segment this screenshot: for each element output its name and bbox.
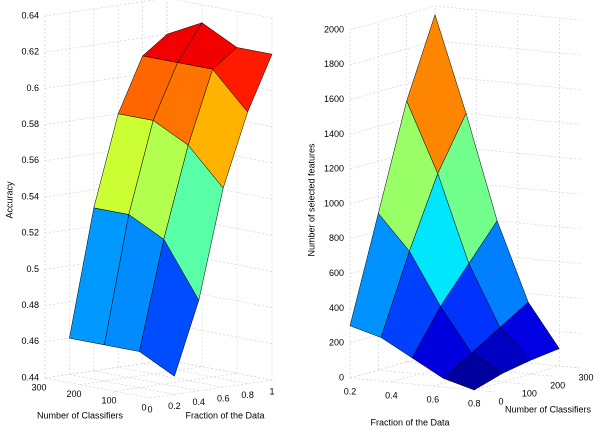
z-tick-label: 0.58 xyxy=(21,119,39,129)
y-axis-label: Number of Classifiers xyxy=(37,410,124,420)
grid-line xyxy=(44,106,168,125)
x-tick-label: 0 xyxy=(147,404,152,414)
y-tick-label: 200 xyxy=(550,380,565,390)
z-tick-label: 1800 xyxy=(324,59,344,69)
z-tick-label: 1600 xyxy=(324,94,344,104)
grid-line xyxy=(69,374,175,395)
x-axis-label: Fraction of the Data xyxy=(370,417,449,427)
z-tick-label: 200 xyxy=(329,338,344,348)
y-axis-label: Number of Classifiers xyxy=(505,404,592,414)
y-tick-label: 300 xyxy=(31,382,46,392)
y-tick-label: 300 xyxy=(578,372,593,382)
z-tick-label: 0.48 xyxy=(21,300,39,310)
x-tick-label: 0.4 xyxy=(193,397,206,407)
grid-line xyxy=(349,377,496,393)
z-axis-label: Accuracy xyxy=(4,181,14,219)
x-tick-label: 0.2 xyxy=(344,386,357,396)
z-tick-label: 0.54 xyxy=(21,191,39,201)
x-tick-label: 0.2 xyxy=(168,401,181,411)
x-tick-label: 0.6 xyxy=(217,394,230,404)
surface-patch xyxy=(139,238,200,377)
grid-line xyxy=(93,370,199,392)
grid-line xyxy=(79,366,203,385)
z-axis-label: Number of selected features xyxy=(306,143,316,257)
grid-line xyxy=(142,363,248,384)
grid-line xyxy=(118,366,224,388)
x-axis-label: Fraction of the Data xyxy=(185,410,264,420)
z-tick-label: 0 xyxy=(339,372,344,382)
grid-line xyxy=(474,365,560,391)
z-tick-label: 1200 xyxy=(324,164,344,174)
z-tick-label: 0.56 xyxy=(21,155,39,165)
grid-line xyxy=(434,75,581,90)
x-tick-label: 0.6 xyxy=(427,394,440,404)
y-tick-label: 100 xyxy=(522,388,537,398)
z-tick-label: 0.44 xyxy=(21,372,39,382)
z-tick-label: 0.5 xyxy=(26,264,39,274)
x-tick-label: 0.8 xyxy=(468,398,481,408)
z-tick-label: 0.62 xyxy=(21,47,39,57)
z-tick-label: 0.52 xyxy=(21,228,39,238)
z-tick-label: 400 xyxy=(329,303,344,313)
z-tick-label: 600 xyxy=(329,268,344,278)
z-tick-label: 0.64 xyxy=(21,10,39,20)
z-tick-label: 800 xyxy=(329,233,344,243)
z-tick-label: 1000 xyxy=(324,198,344,208)
grid-line xyxy=(44,0,156,17)
x-tick-label: 0.4 xyxy=(385,390,398,400)
grid-line xyxy=(349,5,436,31)
y-tick-label: 0 xyxy=(141,402,146,412)
z-tick-label: 2000 xyxy=(324,24,344,34)
surface-patch xyxy=(442,352,504,391)
y-tick-label: 0 xyxy=(498,396,503,406)
grid-line xyxy=(114,373,238,392)
z-tick-label: 1400 xyxy=(324,129,344,139)
grid-line xyxy=(44,70,168,89)
grid-line xyxy=(44,33,168,53)
y-tick-label: 100 xyxy=(101,396,116,406)
grid-line xyxy=(349,40,436,66)
z-tick-label: 0.46 xyxy=(21,336,39,346)
grid-line xyxy=(44,377,151,399)
grid-line xyxy=(175,0,273,19)
grid-line xyxy=(44,142,168,162)
y-tick-label: 200 xyxy=(66,389,81,399)
grid-line xyxy=(434,5,581,21)
z-tick-label: 0.6 xyxy=(26,83,39,93)
x-tick-label: 0.8 xyxy=(241,390,254,400)
grid-line xyxy=(149,379,273,399)
grid-line xyxy=(434,40,581,56)
grid-line xyxy=(44,359,168,379)
x-tick-label: 1 xyxy=(269,386,274,396)
grid-line xyxy=(166,359,273,381)
